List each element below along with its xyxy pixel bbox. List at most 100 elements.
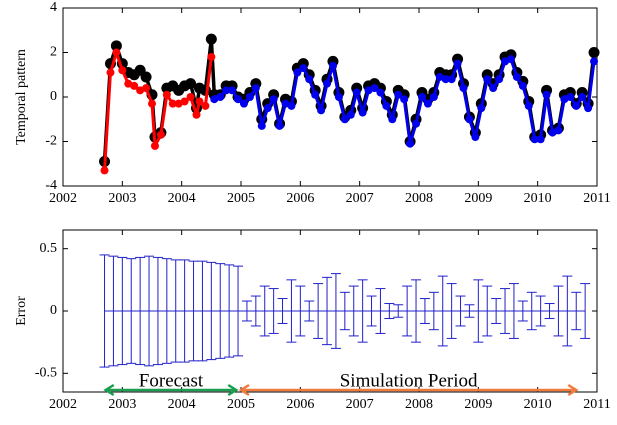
error-bar [108,255,119,367]
data-point [518,81,527,90]
data-point [239,99,248,108]
error-bar [411,279,422,343]
data-point [323,79,332,88]
arrow-head [227,383,239,397]
data-point [572,101,581,110]
error-bar [553,285,564,337]
error-bar [562,275,573,347]
error-bar [179,259,190,363]
error-bar [286,279,297,343]
error-bar [268,288,279,334]
y-tick-label: 0 [50,89,57,104]
error-bar [419,298,430,324]
error-bar [188,260,199,362]
error-bar [491,298,502,324]
data-point [588,47,600,58]
data-point [340,115,349,124]
data-point [483,75,492,84]
error-bar [500,288,511,334]
data-point [584,104,593,113]
y-tick-label: -2 [45,134,57,149]
error-bar [233,265,244,357]
data-point [269,95,278,104]
error-bar [99,254,110,368]
annotation-text: Simulation Period [340,370,478,391]
data-point [465,115,474,124]
error-bar [304,300,315,322]
data-point [207,52,216,61]
y-tick-label: 2 [50,45,57,60]
data-point [110,40,122,52]
y-tick-label: -0.5 [35,366,57,381]
data-point [554,126,563,135]
data-point [370,84,379,93]
x-tick-label: 2007 [346,397,374,412]
data-point [489,84,498,93]
data-point [263,104,272,113]
data-point [459,84,468,93]
x-tick-label: 2005 [227,191,255,206]
error-bar [437,275,448,347]
error-bar [215,263,226,359]
x-tick-label: 2004 [168,191,196,206]
data-point [162,90,171,99]
x-tick-label: 2007 [346,191,374,206]
error-bar [277,298,288,324]
x-tick-label: 2003 [108,397,136,412]
error-bar [482,285,493,337]
annotation-text: Forecast [139,370,204,391]
data-point [185,78,197,90]
error-bar [464,304,475,318]
data-point [305,75,314,84]
error-bar [508,283,519,339]
y-tick-label: 0.5 [40,241,58,256]
data-point [388,115,397,124]
data-point [334,93,343,101]
x-tick-label: 2009 [464,191,492,206]
data-point [542,90,551,99]
data-point [168,99,177,108]
data-point [234,95,243,104]
data-point [287,101,296,110]
data-point [112,48,121,57]
error-bar [455,295,466,327]
data-point [376,88,385,97]
data-point [406,139,415,148]
data-point [150,141,159,150]
data-point [495,75,504,84]
error-bar [330,273,341,349]
data-point [530,135,539,144]
error-bar [473,279,484,343]
data-point [245,93,254,101]
data-point [382,101,391,110]
data-point [106,68,115,77]
arrow-head [238,383,250,397]
data-point [317,106,326,115]
data-point [130,81,139,90]
x-tick-label: 2011 [583,397,610,412]
data-point [228,86,237,95]
error-bar [313,283,324,339]
x-tick-label: 2002 [49,397,77,412]
data-point [429,93,438,101]
error-bar [402,285,413,337]
error-bar [580,283,591,339]
x-tick-label: 2005 [227,397,255,412]
error-bar [135,256,146,366]
error-bar [126,258,137,364]
data-point [293,68,302,77]
data-point [156,130,165,139]
data-point [394,90,403,99]
data-point [423,99,432,108]
data-point [512,72,521,81]
y-axis-label: Temporal pattern [14,49,29,145]
x-tick-label: 2004 [168,397,196,412]
data-point [447,75,456,84]
error-bar [428,291,439,331]
error-bar [375,288,386,334]
error-bar [339,291,350,331]
data-point [257,121,266,130]
data-point [400,95,409,104]
error-bar [197,260,208,362]
